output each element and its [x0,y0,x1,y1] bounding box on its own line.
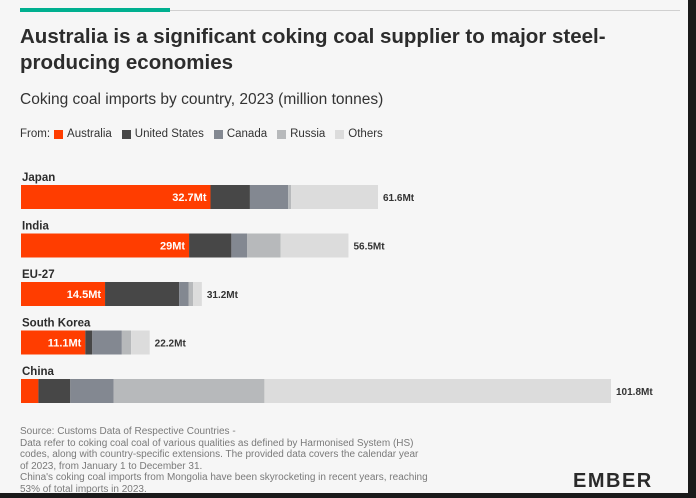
legend-swatch-united-states [121,129,131,139]
window-bottom-edge [0,493,696,498]
bar-india-russia [247,233,281,258]
bar-india-canada [231,233,248,258]
bar-south-korea-australia [21,330,86,355]
bar-south-korea-russia [121,330,132,355]
category-label-india: India [22,221,49,233]
bar-eu-27-united-states [105,282,180,306]
legend-label-canada: Canada [226,128,268,140]
data-label-australia-india: 29Mt [160,241,185,253]
legend-label-russia: Russia [290,128,326,140]
bar-china-canada [70,379,114,403]
bar-india-others [280,233,349,258]
bar-japan-united-states [210,185,250,209]
legend-swatch-australia [54,129,64,139]
bar-japan-australia [21,185,211,209]
legend-swatch-russia [277,129,287,139]
footnote-line: Source: Customs Data of Respective Count… [20,426,236,437]
category-label-japan: Japan [22,172,55,184]
legend: From: Australia United States Canada Rus… [20,128,393,140]
category-label-eu-27: EU-27 [22,269,55,281]
bar-china-others [264,379,611,403]
bar-china-russia [113,379,265,403]
legend-lead: From: [20,128,51,140]
legend-item-canada: Canada [213,128,268,140]
bar-japan-canada [249,185,289,209]
legend-label-united-states: United States [134,128,204,140]
footnote-line: 53% of total imports in 2023. [20,483,147,495]
total-label-japan: 61.6Mt [383,193,415,204]
total-label-eu-27: 31.2Mt [207,290,239,301]
ember-logo: EMBER [573,470,653,492]
data-label-australia-japan: 32.7Mt [172,192,207,204]
footnote-line: China's coking coal imports from Mongoli… [20,472,428,484]
total-label-south-korea: 22.2Mt [155,339,187,350]
footnote-line: of 2023, from January 1 to December 31. [20,460,203,472]
bar-japan-russia [288,185,292,209]
bar-china-united-states [38,379,71,403]
data-label-australia-south-korea: 11.1Mt [48,338,82,350]
total-label-india: 56.5Mt [353,242,385,253]
top-divider [20,10,680,11]
bar-south-korea-united-states [85,330,93,355]
footnote-line: codes, along with country-specific exten… [20,449,419,461]
accent-bar [20,8,170,12]
legend-item-australia: Australia [54,128,112,140]
legend-item-russia: Russia [277,128,325,140]
bar-japan-others [291,185,379,209]
bar-eu-27-australia [21,282,106,306]
category-label-south-korea: South Korea [22,318,91,330]
legend-swatch-canada [213,129,223,139]
bar-china-australia [21,379,39,403]
bar-india-united-states [189,233,232,258]
legend-item-united-states: United States [121,128,204,140]
bar-eu-27-canada [179,282,189,306]
data-label-australia-eu-27: 14.5Mt [67,289,102,301]
legend-label-australia: Australia [67,128,112,140]
legend-label-others: Others [348,128,383,140]
footnote: Source: Customs Data of Respective Count… [20,426,540,496]
legend-item-others: Others [335,128,383,140]
bar-eu-27-others [193,282,202,306]
bar-india-australia [21,233,190,258]
total-label-china: 101.8Mt [616,387,653,398]
bar-chart: Japan 32.7Mt 61.6Mt India 29Mt 56.5Mt EU-27 14.… [21,172,653,403]
bar-south-korea-canada [92,330,122,355]
bar-south-korea-others [131,330,150,355]
footnote-line: Data refer to coking coal coal of variou… [20,437,414,449]
category-label-china: China [22,366,55,378]
bar-eu-27-russia [188,282,194,306]
chart-title: Australia is a significant coking coal s… [20,25,606,74]
chart-subtitle: Coking coal imports by country, 2023 (mi… [20,91,384,108]
legend-swatch-others [335,129,345,139]
